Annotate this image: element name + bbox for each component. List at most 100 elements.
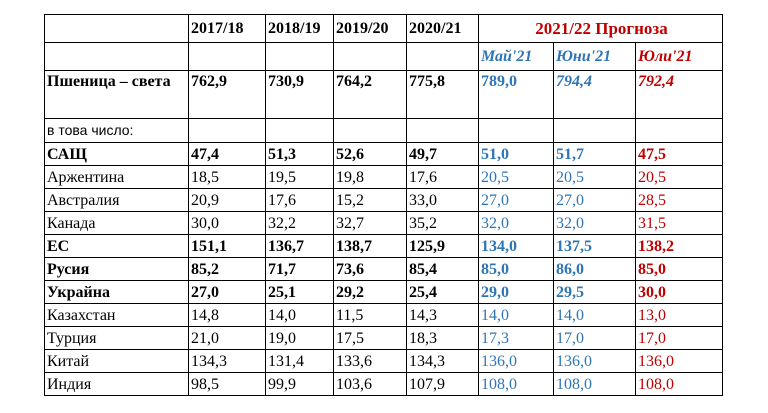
row-label: Китай (44, 349, 189, 373)
year-header: 2017/18 (188, 14, 266, 43)
value-cell: 17,6 (406, 165, 479, 189)
value-cell: 14,0 (478, 303, 554, 327)
table-row: Турция 21,0 19,0 17,5 18,3 17,3 17,0 17,0 (44, 326, 723, 350)
table-row: Австралия 20,9 17,6 15,2 33,0 27,0 27,0 28,5 (44, 188, 723, 212)
value-cell: 138,7 (333, 234, 407, 258)
month-header: Юли'21 (635, 42, 723, 71)
empty-cell (553, 118, 636, 143)
value-cell: 47,4 (188, 142, 266, 166)
value-cell: 134,3 (188, 349, 266, 373)
value-cell: 32,7 (333, 211, 407, 235)
value-cell: 17,0 (635, 326, 723, 350)
row-label: Пшеница – света (44, 70, 189, 119)
row-label: Индия (44, 372, 189, 396)
value-cell: 107,9 (406, 372, 479, 396)
empty-cell (635, 118, 723, 143)
value-cell: 14,8 (188, 303, 266, 327)
header-cell (333, 42, 407, 71)
year-header: 2018/19 (265, 14, 334, 43)
value-cell: 29,0 (478, 280, 554, 304)
year-header: 2019/20 (333, 14, 407, 43)
table-row: Канада 30,0 32,2 32,7 35,2 32,0 32,0 31,5 (44, 211, 723, 235)
row-label: Турция (44, 326, 189, 350)
value-cell: 19,8 (333, 165, 407, 189)
value-cell: 85,0 (478, 257, 554, 281)
value-cell: 25,4 (406, 280, 479, 304)
value-cell: 49,7 (406, 142, 479, 166)
value-cell: 17,6 (265, 188, 334, 212)
value-cell: 33,0 (406, 188, 479, 212)
value-cell: 52,6 (333, 142, 407, 166)
value-cell: 32,2 (265, 211, 334, 235)
value-cell: 136,0 (635, 349, 723, 373)
table-row: Пшеница – света 762,9 730,9 764,2 775,8 789,0… (44, 70, 723, 119)
table-row: Аржентина 18,5 19,5 19,8 17,6 20,5 20,5 20,5 (44, 165, 723, 189)
value-cell: 71,7 (265, 257, 334, 281)
value-cell: 13,0 (635, 303, 723, 327)
value-cell: 85,0 (635, 257, 723, 281)
header-cell (44, 14, 189, 43)
value-cell: 18,3 (406, 326, 479, 350)
value-cell: 794,4 (553, 70, 636, 119)
value-cell: 27,0 (553, 188, 636, 212)
table-row: САЩ 47,4 51,3 52,6 49,7 51,0 51,7 47,5 (44, 142, 723, 166)
value-cell: 14,0 (553, 303, 636, 327)
value-cell: 133,6 (333, 349, 407, 373)
table-row: Русия 85,2 71,7 73,6 85,4 85,0 86,0 85,0 (44, 257, 723, 281)
value-cell: 789,0 (478, 70, 554, 119)
value-cell: 20,9 (188, 188, 266, 212)
header-row: Май'21 Юни'21 Юли'21 (44, 42, 723, 71)
header-cell (188, 42, 266, 71)
value-cell: 17,5 (333, 326, 407, 350)
value-cell: 51,7 (553, 142, 636, 166)
empty-cell (478, 118, 554, 143)
value-cell: 51,0 (478, 142, 554, 166)
value-cell: 108,0 (635, 372, 723, 396)
value-cell: 20,5 (478, 165, 554, 189)
value-cell: 85,4 (406, 257, 479, 281)
value-cell: 108,0 (478, 372, 554, 396)
value-cell: 11,5 (333, 303, 407, 327)
row-label: ЕС (44, 234, 189, 258)
value-cell: 17,0 (553, 326, 636, 350)
value-cell: 28,5 (635, 188, 723, 212)
table-row: ЕС 151,1 136,7 138,7 125,9 134,0 137,5 138,2 (44, 234, 723, 258)
value-cell: 14,3 (406, 303, 479, 327)
row-label: Канада (44, 211, 189, 235)
value-cell: 35,2 (406, 211, 479, 235)
value-cell: 134,0 (478, 234, 554, 258)
row-label: Русия (44, 257, 189, 281)
value-cell: 20,5 (553, 165, 636, 189)
row-label: Украйна (44, 280, 189, 304)
table-wrapper: 2017/18 2018/19 2019/20 2020/21 2021/22 Прог… (44, 14, 723, 396)
month-header: Юни'21 (553, 42, 636, 71)
empty-cell (188, 118, 266, 143)
row-label: САЩ (44, 142, 189, 166)
table-row: Китай 134,3 131,4 133,6 134,3 136,0 136,0 136,0 (44, 349, 723, 373)
header-cell (406, 42, 479, 71)
value-cell: 136,0 (478, 349, 554, 373)
value-cell: 20,5 (635, 165, 723, 189)
value-cell: 131,4 (265, 349, 334, 373)
table-body: 2017/18 2018/19 2019/20 2020/21 2021/22 Прог… (44, 14, 723, 396)
forecast-header: 2021/22 Прогноза (478, 14, 723, 43)
empty-cell (406, 118, 479, 143)
value-cell: 25,1 (265, 280, 334, 304)
row-label: Казахстан (44, 303, 189, 327)
row-label: Аржентина (44, 165, 189, 189)
value-cell: 32,0 (478, 211, 554, 235)
value-cell: 762,9 (188, 70, 266, 119)
value-cell: 134,3 (406, 349, 479, 373)
value-cell: 138,2 (635, 234, 723, 258)
value-cell: 32,0 (553, 211, 636, 235)
value-cell: 47,5 (635, 142, 723, 166)
value-cell: 125,9 (406, 234, 479, 258)
value-cell: 31,5 (635, 211, 723, 235)
header-cell (44, 42, 189, 71)
value-cell: 136,7 (265, 234, 334, 258)
value-cell: 73,6 (333, 257, 407, 281)
value-cell: 14,0 (265, 303, 334, 327)
empty-cell (333, 118, 407, 143)
value-cell: 108,0 (553, 372, 636, 396)
month-header: Май'21 (478, 42, 554, 71)
